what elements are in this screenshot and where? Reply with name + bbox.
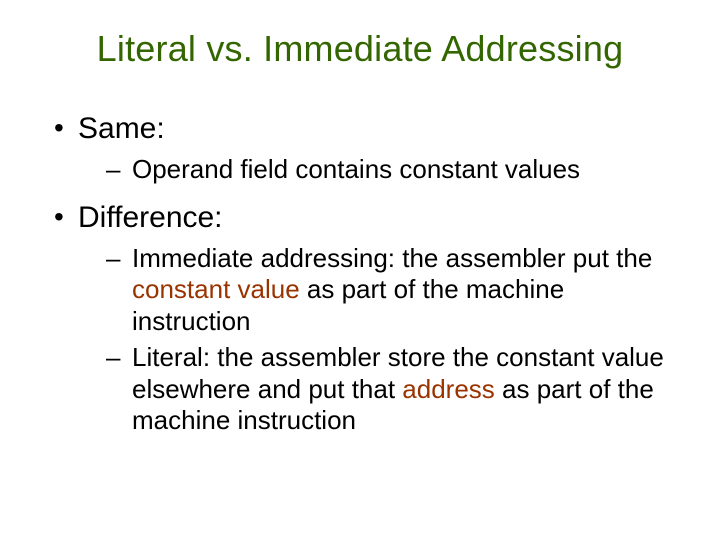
bullet-difference: Difference: Immediate addressing: the as… xyxy=(50,199,670,437)
text-run: Operand field contains constant values xyxy=(132,154,580,184)
bullet-label: Difference: xyxy=(78,201,223,234)
sub-item: Immediate addressing: the assembler put … xyxy=(106,243,670,338)
sub-item: Operand field contains constant values xyxy=(106,154,670,186)
bullet-same: Same: Operand field contains constant va… xyxy=(50,110,670,185)
bullet-label: Same: xyxy=(78,112,165,145)
sub-item: Literal: the assembler store the constan… xyxy=(106,342,670,437)
sub-list: Operand field contains constant values xyxy=(78,154,670,186)
bullet-list: Same: Operand field contains constant va… xyxy=(50,110,670,437)
sub-list: Immediate addressing: the assembler put … xyxy=(78,243,670,437)
slide-title: Literal vs. Immediate Addressing xyxy=(50,28,670,70)
slide: Literal vs. Immediate Addressing Same: O… xyxy=(0,0,720,540)
accent-text: constant value xyxy=(132,274,300,304)
text-run: Immediate addressing: the assembler put … xyxy=(132,243,652,273)
accent-text: address xyxy=(402,374,495,404)
